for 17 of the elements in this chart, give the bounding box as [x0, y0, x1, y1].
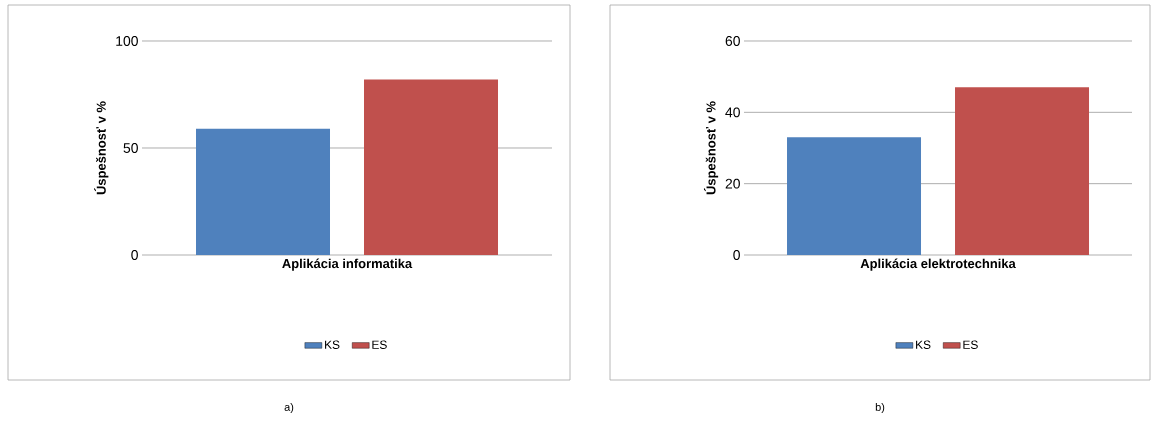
y-axis-title: Úspešnosť v % — [703, 101, 719, 195]
y-tick-label: 60 — [725, 36, 740, 46]
y-tick-label: 0 — [733, 250, 740, 260]
legend-label: ES — [963, 340, 978, 349]
legend-label: KS — [916, 340, 931, 349]
text: a) — [284, 402, 294, 414]
y-tick-label: 0 — [131, 250, 138, 260]
y-tick-label: 40 — [725, 107, 740, 118]
text: b) — [875, 402, 885, 414]
legend-label: ES — [372, 340, 387, 349]
x-tick-label: Aplikácia elektrotechnika — [860, 258, 1016, 271]
x-tick-label: Aplikácia informatika — [282, 258, 413, 271]
legend-label: KS — [325, 340, 340, 349]
y-tick-label: 20 — [725, 178, 740, 189]
y-axis-title: Úspešnosť v % — [94, 101, 109, 195]
y-tick-label: 100 — [116, 36, 138, 46]
y-tick-label: 50 — [123, 143, 138, 153]
